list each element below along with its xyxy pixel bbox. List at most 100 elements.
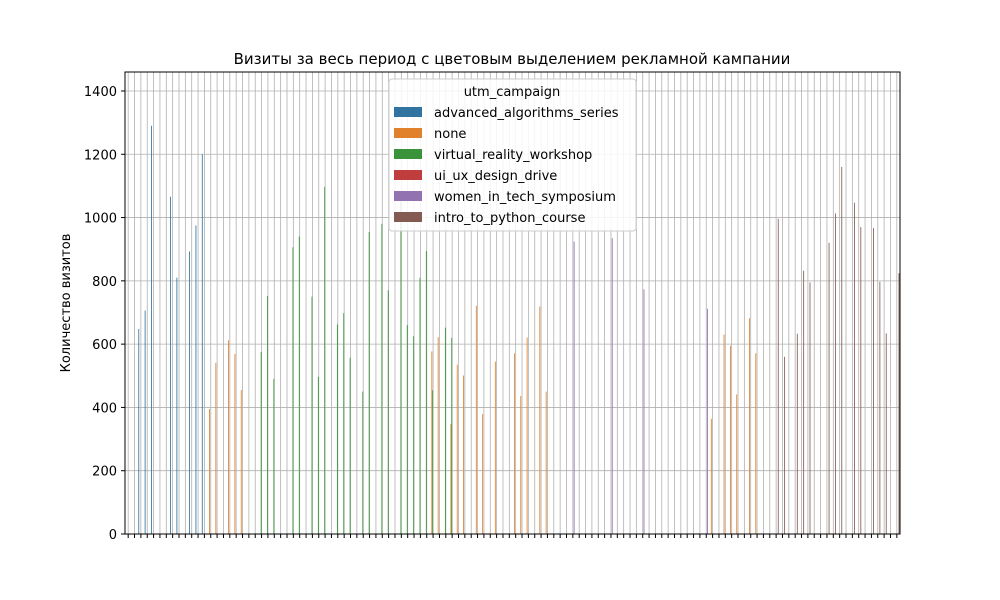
bar bbox=[611, 238, 613, 535]
x-axis bbox=[127, 534, 898, 538]
bar bbox=[520, 396, 522, 534]
bar bbox=[311, 296, 313, 534]
bar bbox=[444, 327, 446, 534]
legend-label: women_in_tech_symposium bbox=[434, 190, 616, 205]
bar bbox=[755, 353, 757, 534]
legend-label: intro_to_python_course bbox=[434, 211, 585, 226]
bar bbox=[144, 310, 146, 534]
legend-label: none bbox=[434, 127, 466, 142]
y-tick-label: 200 bbox=[92, 465, 117, 480]
legend-box bbox=[388, 78, 637, 232]
bar bbox=[406, 325, 408, 534]
bar bbox=[450, 424, 452, 534]
legend-swatch bbox=[394, 149, 422, 159]
bar bbox=[298, 236, 300, 534]
bar bbox=[526, 337, 528, 534]
bar bbox=[854, 202, 855, 535]
bar bbox=[873, 228, 874, 535]
bar bbox=[343, 313, 345, 534]
bar bbox=[201, 154, 203, 534]
bar bbox=[879, 281, 881, 534]
legend-title: utm_campaign bbox=[464, 85, 561, 100]
bar bbox=[432, 390, 434, 534]
bar bbox=[834, 213, 836, 535]
bar bbox=[437, 337, 439, 534]
bar bbox=[777, 218, 779, 534]
bar bbox=[539, 306, 541, 534]
bar bbox=[545, 391, 547, 534]
legend-swatch bbox=[394, 212, 422, 222]
bar bbox=[267, 296, 268, 534]
bar bbox=[215, 362, 217, 534]
bar bbox=[413, 336, 415, 534]
bar bbox=[513, 353, 515, 534]
bar bbox=[723, 334, 725, 534]
bar bbox=[482, 414, 484, 534]
bar bbox=[170, 196, 171, 535]
bar bbox=[260, 352, 262, 534]
bar bbox=[736, 394, 738, 534]
legend-swatch bbox=[394, 191, 422, 201]
bar bbox=[841, 166, 843, 534]
y-tick-label: 400 bbox=[92, 401, 117, 416]
y-tick-label: 0 bbox=[109, 528, 117, 543]
y-tick-label: 1200 bbox=[84, 148, 117, 163]
bar bbox=[463, 375, 465, 534]
legend: utm_campaign advanced_algorithms_seriesn… bbox=[388, 78, 637, 232]
y-tick-label: 600 bbox=[92, 338, 117, 353]
bar bbox=[368, 232, 370, 535]
bar bbox=[898, 273, 900, 534]
bar bbox=[317, 376, 319, 534]
bar bbox=[573, 241, 575, 534]
chart-title: Визиты за весь период с цветовым выделен… bbox=[234, 50, 791, 68]
bar bbox=[425, 251, 427, 534]
bar bbox=[151, 125, 152, 534]
bar bbox=[349, 357, 351, 534]
bar bbox=[494, 361, 496, 534]
bar bbox=[292, 247, 294, 534]
bar bbox=[643, 289, 645, 534]
bar bbox=[710, 418, 712, 534]
bar bbox=[336, 324, 338, 534]
bar bbox=[456, 364, 458, 534]
bar bbox=[784, 356, 786, 534]
grid bbox=[125, 72, 900, 535]
y-tick-label: 800 bbox=[92, 275, 117, 290]
bar bbox=[803, 270, 805, 534]
bar bbox=[240, 390, 242, 534]
legend-swatch bbox=[394, 128, 422, 138]
bar bbox=[475, 305, 477, 534]
bar bbox=[860, 227, 862, 534]
bar bbox=[138, 328, 140, 534]
bar bbox=[729, 345, 731, 534]
bar bbox=[189, 251, 191, 535]
bar bbox=[234, 353, 236, 534]
bar bbox=[362, 391, 364, 534]
bar bbox=[796, 333, 798, 534]
bar bbox=[209, 409, 210, 534]
legend-label: advanced_algorithms_series bbox=[434, 106, 619, 121]
bar bbox=[324, 186, 326, 534]
bar bbox=[381, 223, 383, 534]
bars bbox=[138, 125, 900, 535]
bar bbox=[419, 277, 421, 534]
y-tick-label: 1400 bbox=[84, 85, 117, 100]
bar bbox=[451, 337, 453, 534]
bar bbox=[749, 318, 750, 534]
bar bbox=[809, 282, 811, 534]
y-tick-label: 1000 bbox=[84, 212, 117, 227]
bar bbox=[828, 242, 830, 534]
y-axis-label: Количество визитов bbox=[59, 234, 74, 373]
legend-label: ui_ux_design_drive bbox=[434, 169, 557, 184]
bar bbox=[273, 378, 275, 534]
bar bbox=[431, 351, 433, 534]
legend-swatch bbox=[394, 107, 422, 117]
legend-swatch bbox=[394, 170, 422, 180]
y-axis: 0 200 400 600 800 1000 1200 1400 bbox=[84, 85, 125, 543]
bar bbox=[707, 308, 708, 534]
bar bbox=[195, 225, 197, 534]
bar bbox=[400, 198, 402, 534]
legend-label: virtual_reality_workshop bbox=[434, 148, 592, 163]
bar bbox=[228, 340, 229, 534]
